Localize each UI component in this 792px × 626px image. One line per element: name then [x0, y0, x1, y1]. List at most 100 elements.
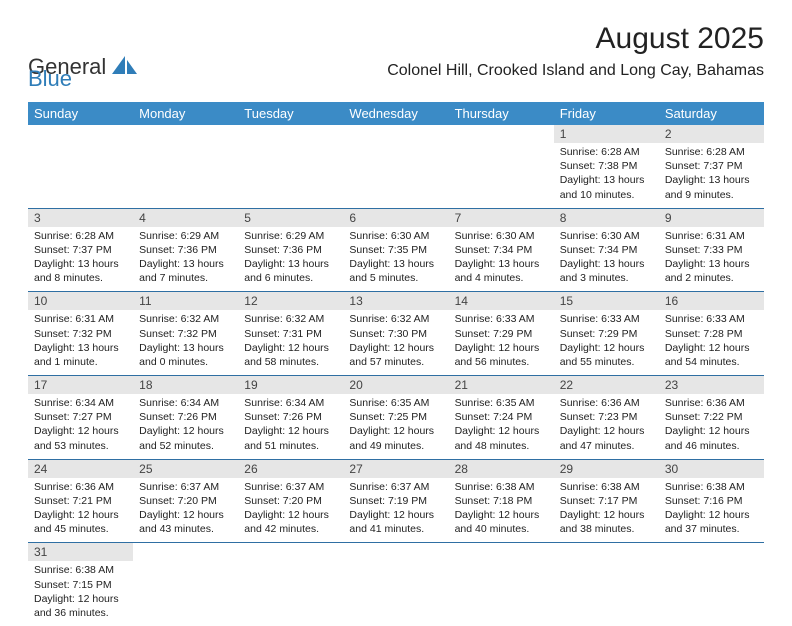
calendar-empty-cell — [28, 125, 133, 208]
sunrise-text: Sunrise: 6:38 AM — [455, 480, 548, 494]
sunset-text: Sunset: 7:17 PM — [560, 494, 653, 508]
daylight-text-1: Daylight: 12 hours — [665, 424, 758, 438]
sunrise-text: Sunrise: 6:30 AM — [560, 229, 653, 243]
calendar-day-cell: 6Sunrise: 6:30 AMSunset: 7:35 PMDaylight… — [343, 208, 448, 292]
day-number: 17 — [28, 376, 133, 394]
daylight-text-2: and 57 minutes. — [349, 355, 442, 369]
day-details: Sunrise: 6:29 AMSunset: 7:36 PMDaylight:… — [238, 227, 343, 292]
header: General August 2025 Colonel Hill, Crooke… — [28, 22, 764, 80]
sunrise-text: Sunrise: 6:32 AM — [244, 312, 337, 326]
calendar-day-cell: 26Sunrise: 6:37 AMSunset: 7:20 PMDayligh… — [238, 459, 343, 543]
sunset-text: Sunset: 7:37 PM — [34, 243, 127, 257]
daylight-text-2: and 8 minutes. — [34, 271, 127, 285]
calendar-day-cell: 19Sunrise: 6:34 AMSunset: 7:26 PMDayligh… — [238, 376, 343, 460]
sunrise-text: Sunrise: 6:36 AM — [34, 480, 127, 494]
day-number: 9 — [659, 209, 764, 227]
daylight-text-1: Daylight: 12 hours — [455, 508, 548, 522]
daylight-text-2: and 48 minutes. — [455, 439, 548, 453]
daylight-text-1: Daylight: 13 hours — [349, 257, 442, 271]
day-number: 29 — [554, 460, 659, 478]
calendar-day-cell: 16Sunrise: 6:33 AMSunset: 7:28 PMDayligh… — [659, 292, 764, 376]
daylight-text-1: Daylight: 12 hours — [244, 424, 337, 438]
daylight-text-1: Daylight: 12 hours — [244, 508, 337, 522]
daylight-text-1: Daylight: 13 hours — [34, 257, 127, 271]
daylight-text-1: Daylight: 12 hours — [349, 508, 442, 522]
calendar-day-cell: 4Sunrise: 6:29 AMSunset: 7:36 PMDaylight… — [133, 208, 238, 292]
sunrise-text: Sunrise: 6:33 AM — [455, 312, 548, 326]
sunrise-text: Sunrise: 6:33 AM — [665, 312, 758, 326]
daylight-text-2: and 54 minutes. — [665, 355, 758, 369]
weekday-header: Wednesday — [343, 102, 448, 125]
day-details: Sunrise: 6:33 AMSunset: 7:28 PMDaylight:… — [659, 310, 764, 375]
day-details: Sunrise: 6:31 AMSunset: 7:33 PMDaylight:… — [659, 227, 764, 292]
sunset-text: Sunset: 7:22 PM — [665, 410, 758, 424]
daylight-text-1: Daylight: 12 hours — [665, 508, 758, 522]
day-number: 12 — [238, 292, 343, 310]
daylight-text-2: and 49 minutes. — [349, 439, 442, 453]
daylight-text-1: Daylight: 12 hours — [560, 508, 653, 522]
daylight-text-2: and 7 minutes. — [139, 271, 232, 285]
sunrise-text: Sunrise: 6:31 AM — [665, 229, 758, 243]
title-block: August 2025 Colonel Hill, Crooked Island… — [387, 22, 764, 80]
calendar-empty-cell — [554, 543, 659, 626]
day-details: Sunrise: 6:36 AMSunset: 7:21 PMDaylight:… — [28, 478, 133, 543]
calendar-day-cell: 21Sunrise: 6:35 AMSunset: 7:24 PMDayligh… — [449, 376, 554, 460]
day-details: Sunrise: 6:30 AMSunset: 7:34 PMDaylight:… — [554, 227, 659, 292]
sail-icon — [112, 56, 138, 76]
calendar-empty-cell — [343, 125, 448, 208]
daylight-text-2: and 41 minutes. — [349, 522, 442, 536]
sunrise-text: Sunrise: 6:38 AM — [665, 480, 758, 494]
daylight-text-1: Daylight: 13 hours — [665, 173, 758, 187]
calendar-empty-cell — [449, 543, 554, 626]
calendar-empty-cell — [133, 543, 238, 626]
calendar-week-row: 3Sunrise: 6:28 AMSunset: 7:37 PMDaylight… — [28, 208, 764, 292]
daylight-text-2: and 6 minutes. — [244, 271, 337, 285]
weekday-header-row: SundayMondayTuesdayWednesdayThursdayFrid… — [28, 102, 764, 125]
calendar-day-cell: 24Sunrise: 6:36 AMSunset: 7:21 PMDayligh… — [28, 459, 133, 543]
day-details: Sunrise: 6:36 AMSunset: 7:22 PMDaylight:… — [659, 394, 764, 459]
daylight-text-2: and 43 minutes. — [139, 522, 232, 536]
calendar-empty-cell — [659, 543, 764, 626]
day-details: Sunrise: 6:28 AMSunset: 7:37 PMDaylight:… — [28, 227, 133, 292]
calendar-week-row: 31Sunrise: 6:38 AMSunset: 7:15 PMDayligh… — [28, 543, 764, 626]
calendar-week-row: 24Sunrise: 6:36 AMSunset: 7:21 PMDayligh… — [28, 459, 764, 543]
sunrise-text: Sunrise: 6:36 AM — [665, 396, 758, 410]
sunrise-text: Sunrise: 6:28 AM — [665, 145, 758, 159]
day-number: 27 — [343, 460, 448, 478]
day-number: 5 — [238, 209, 343, 227]
weekday-header: Saturday — [659, 102, 764, 125]
day-details: Sunrise: 6:37 AMSunset: 7:19 PMDaylight:… — [343, 478, 448, 543]
day-details: Sunrise: 6:34 AMSunset: 7:26 PMDaylight:… — [133, 394, 238, 459]
calendar-empty-cell — [343, 543, 448, 626]
calendar-day-cell: 27Sunrise: 6:37 AMSunset: 7:19 PMDayligh… — [343, 459, 448, 543]
sunset-text: Sunset: 7:19 PM — [349, 494, 442, 508]
day-number: 24 — [28, 460, 133, 478]
sunset-text: Sunset: 7:26 PM — [139, 410, 232, 424]
sunrise-text: Sunrise: 6:28 AM — [560, 145, 653, 159]
daylight-text-2: and 52 minutes. — [139, 439, 232, 453]
sunrise-text: Sunrise: 6:36 AM — [560, 396, 653, 410]
calendar-day-cell: 10Sunrise: 6:31 AMSunset: 7:32 PMDayligh… — [28, 292, 133, 376]
sunset-text: Sunset: 7:35 PM — [349, 243, 442, 257]
day-details: Sunrise: 6:33 AMSunset: 7:29 PMDaylight:… — [554, 310, 659, 375]
day-details: Sunrise: 6:33 AMSunset: 7:29 PMDaylight:… — [449, 310, 554, 375]
calendar-table: SundayMondayTuesdayWednesdayThursdayFrid… — [28, 102, 764, 626]
day-number: 30 — [659, 460, 764, 478]
daylight-text-2: and 0 minutes. — [139, 355, 232, 369]
sunset-text: Sunset: 7:27 PM — [34, 410, 127, 424]
location: Colonel Hill, Crooked Island and Long Ca… — [387, 62, 764, 80]
calendar-day-cell: 14Sunrise: 6:33 AMSunset: 7:29 PMDayligh… — [449, 292, 554, 376]
sunrise-text: Sunrise: 6:29 AM — [139, 229, 232, 243]
day-number: 21 — [449, 376, 554, 394]
daylight-text-1: Daylight: 13 hours — [139, 257, 232, 271]
calendar-day-cell: 28Sunrise: 6:38 AMSunset: 7:18 PMDayligh… — [449, 459, 554, 543]
daylight-text-2: and 46 minutes. — [665, 439, 758, 453]
sunrise-text: Sunrise: 6:30 AM — [455, 229, 548, 243]
sunrise-text: Sunrise: 6:31 AM — [34, 312, 127, 326]
calendar-day-cell: 25Sunrise: 6:37 AMSunset: 7:20 PMDayligh… — [133, 459, 238, 543]
sunrise-text: Sunrise: 6:34 AM — [244, 396, 337, 410]
sunset-text: Sunset: 7:24 PM — [455, 410, 548, 424]
day-details: Sunrise: 6:32 AMSunset: 7:31 PMDaylight:… — [238, 310, 343, 375]
daylight-text-2: and 9 minutes. — [665, 188, 758, 202]
day-number: 26 — [238, 460, 343, 478]
